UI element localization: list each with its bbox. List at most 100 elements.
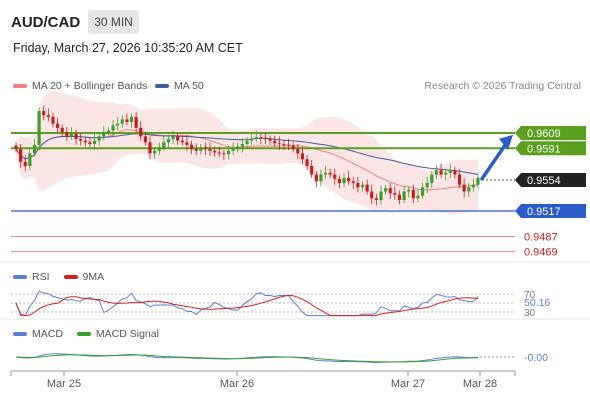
x-tick-label: Mar 28 (463, 378, 497, 390)
candle-body (397, 194, 402, 200)
candle-body (129, 116, 134, 122)
candle-body (185, 142, 189, 145)
timeframe-button[interactable]: 30 MIN (88, 10, 139, 34)
level-tag (515, 204, 586, 218)
candle-body (365, 184, 369, 192)
candle-body (388, 188, 392, 194)
candle-body (189, 144, 194, 150)
candle-body (462, 184, 466, 192)
candle-body (425, 183, 429, 188)
candle-body (60, 127, 64, 133)
datetime: Friday, March 27, 2026 10:35:20 AM CET (13, 41, 243, 55)
level-label: 0.9517 (527, 206, 561, 218)
candle-body (236, 146, 240, 150)
macd-signal-line (15, 354, 479, 363)
legend-ma50-label: MA 50 (174, 80, 204, 92)
legend-ma20: MA 20 + Bollinger Bands (13, 80, 147, 92)
candle-body (157, 147, 161, 151)
candle-body (384, 188, 388, 192)
rsi-level-30-label: 30 (524, 308, 536, 319)
candle-body (250, 138, 254, 141)
candle-body (342, 177, 346, 184)
candle-body (222, 153, 226, 155)
candle-body (351, 181, 355, 184)
candle-body (360, 184, 365, 188)
candle-body (268, 138, 272, 141)
candle-body (337, 178, 341, 184)
legend-ma50: MA 50 (155, 80, 204, 92)
rsi-level-70-label: 70 (524, 290, 536, 301)
candle-body (333, 174, 337, 179)
candle-body (203, 147, 208, 150)
candle-body (245, 140, 249, 145)
level-tag (515, 141, 586, 156)
macd-swatch (13, 332, 27, 336)
candle-body (356, 183, 360, 188)
candle-body (148, 142, 152, 154)
rsi-value: 50.16 (524, 297, 550, 309)
level-label: 0.9487 (524, 231, 558, 243)
candle-body (296, 149, 300, 154)
macd-value: -0.00 (524, 352, 548, 364)
candle-body (46, 115, 50, 117)
candle-body (370, 191, 374, 199)
candle-body (273, 140, 277, 144)
candle-body (291, 145, 295, 150)
header: AUD/CAD 30 MIN (11, 10, 139, 34)
candle-body (328, 172, 332, 175)
candle-body (319, 174, 323, 182)
credit: Research © 2026 Trading Central (424, 80, 581, 92)
ma20-swatch (13, 84, 27, 88)
candle-body (434, 170, 439, 175)
level-tag (515, 126, 586, 140)
candle-body (457, 174, 462, 185)
rsi-swatch (13, 275, 27, 279)
rsi-ma-line (15, 294, 479, 317)
candle-body (28, 153, 32, 167)
candle-body (139, 127, 143, 137)
candle-body (379, 191, 383, 200)
current-price-label: 0.9554 (527, 175, 561, 187)
x-tick-label: Mar 25 (47, 378, 81, 390)
candle-body (153, 150, 157, 154)
candle-body (231, 149, 235, 151)
candle-body (393, 193, 397, 195)
legend-ma20-label: MA 20 + Bollinger Bands (32, 80, 148, 92)
candle-body (83, 140, 87, 143)
candle-body (143, 136, 147, 143)
legend-rsi-label: RSI (32, 271, 50, 283)
current-price-tag: 0.9554 (515, 173, 586, 187)
candle-body (42, 110, 46, 116)
candle-body (37, 110, 41, 145)
level-label: 0.9609 (527, 128, 561, 140)
candle-body (263, 138, 268, 140)
candle-body (254, 137, 258, 139)
candle-body (92, 140, 97, 145)
candle-body (476, 177, 480, 185)
candle-body (374, 198, 378, 200)
candle-body (199, 147, 203, 151)
x-tick-label: Mar 26 (220, 378, 254, 390)
candle-body (411, 189, 415, 199)
candle-body (176, 136, 180, 141)
candle-body (240, 144, 244, 147)
candle-body (444, 172, 448, 175)
candle-body (106, 130, 110, 133)
candle-body (277, 143, 281, 145)
level-label: 0.9591 (527, 143, 561, 155)
candle-body (305, 159, 309, 167)
x-tick-label: Mar 27 (391, 378, 425, 390)
candle-body (310, 166, 314, 175)
forecast-arrow-shaft (480, 142, 508, 181)
candle-body (416, 195, 420, 199)
candle-body (111, 125, 115, 131)
candle-body (347, 177, 351, 182)
candle-body (467, 187, 471, 192)
candle-body (14, 145, 18, 150)
candle-body (102, 132, 106, 137)
candle-body (300, 153, 305, 160)
candle-body (226, 150, 231, 155)
candle-body (282, 144, 286, 146)
candle-body (162, 142, 166, 148)
candle-body (314, 174, 318, 182)
